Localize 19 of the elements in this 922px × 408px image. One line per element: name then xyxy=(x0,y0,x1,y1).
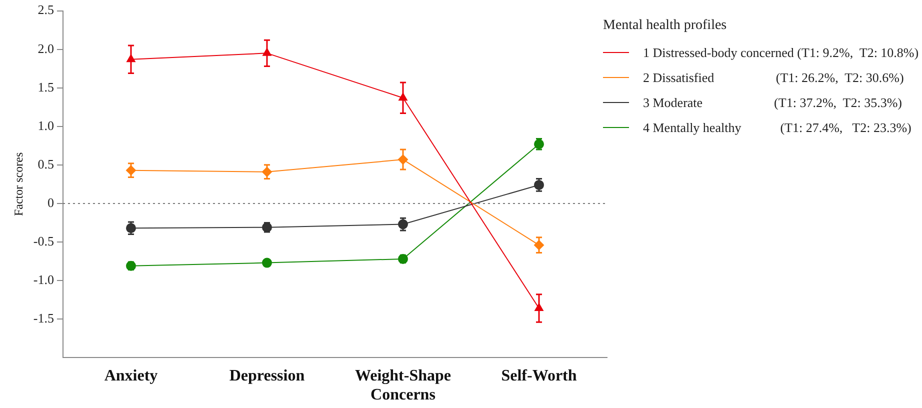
y-axis-title: Factor scores xyxy=(11,152,26,216)
legend-label: 1 Distressed-body concerned (T1: 9.2%, T2: 10.8%) xyxy=(643,44,919,60)
y-tick-label: 1.5 xyxy=(38,79,54,94)
y-tick-label: -1.5 xyxy=(33,310,54,326)
y-tick-label: 0.5 xyxy=(38,156,54,172)
x-tick-label: Depression xyxy=(229,367,305,384)
x-tick-label: Self-Worth xyxy=(501,367,577,384)
y-tick-label: 1.0 xyxy=(38,118,54,133)
legend-title: Mental health profiles xyxy=(603,18,728,34)
legend-label: 4 Mentally healthy (T1: 27.4%, T2: 23.3%) xyxy=(643,120,912,136)
y-tick-label: -1.0 xyxy=(33,272,54,287)
y-tick-label: -0.5 xyxy=(33,233,54,248)
x-tick-label: Weight-Shape Concerns xyxy=(354,367,451,404)
y-tick-label: 2.0 xyxy=(38,40,54,56)
y-tick-label: 0 xyxy=(47,194,54,210)
legend-label: 3 Moderate (T1: 37.2%, T2: 35.3%) xyxy=(643,94,902,110)
x-tick-label: Anxiety xyxy=(104,367,158,384)
legend-label: 2 Dissatisfied (T1: 26.2%, T2: 30.6%) xyxy=(643,70,904,86)
y-tick-label: 2.5 xyxy=(38,2,54,18)
